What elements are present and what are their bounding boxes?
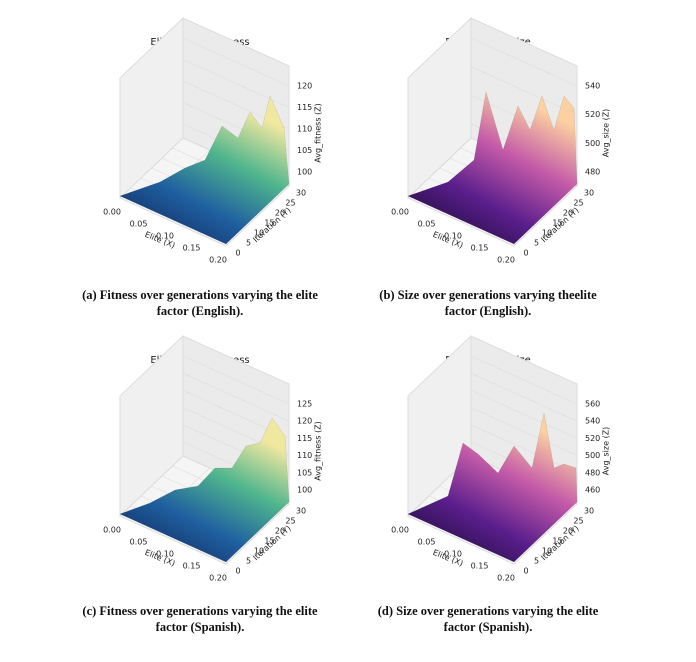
caption: (d) Size over generations varying the el… [377, 604, 599, 634]
grid-line [119, 197, 227, 247]
x-tick-label: 0.20 [209, 256, 227, 265]
x-tick-label: 0.15 [471, 562, 489, 571]
z-tick-label: 500 [585, 139, 600, 148]
grid-line [470, 355, 578, 405]
x-tick-label: 0.05 [130, 220, 148, 229]
y-tick-label: 10 [254, 229, 264, 238]
y-tick-label: 0 [523, 249, 528, 258]
caption: (b) Size over generations varying theeli… [379, 288, 597, 318]
z-tick-label: 460 [585, 486, 600, 495]
x-tick-label: 0.10 [444, 550, 462, 559]
y-tick-label: 25 [285, 517, 295, 526]
y-tick-label: 15 [264, 537, 274, 546]
y-tick-label: 20 [275, 527, 285, 536]
y-tick-label: 15 [264, 219, 274, 228]
x-tick-label: 0.20 [497, 574, 515, 583]
y-tick-label: 5 [534, 239, 539, 248]
y-tick-label: 25 [285, 199, 295, 208]
grid-line [470, 407, 578, 456]
x-tick-label: 0.10 [156, 550, 174, 559]
y-tick-label: 20 [275, 209, 285, 218]
x-tick-label: 0.05 [418, 538, 436, 547]
y-tick-label: 15 [552, 219, 562, 228]
grid-line [470, 372, 578, 422]
z-tick-label: 100 [297, 486, 312, 495]
grid-line [407, 515, 515, 565]
y-tick-label: 30 [584, 507, 594, 516]
y-tick-label: 15 [552, 537, 562, 546]
z-tick-label: 520 [585, 110, 600, 119]
z-tick-label: 120 [297, 417, 312, 426]
z-tick-label: 480 [585, 168, 600, 177]
grid-line [470, 37, 578, 87]
y-tick-label: 0 [235, 249, 240, 258]
y-tick-label: 0 [235, 567, 240, 576]
x-tick-label: 0.15 [183, 244, 201, 253]
grid-line [182, 372, 290, 422]
x-tick-label: 0.10 [444, 232, 462, 241]
surface [119, 417, 290, 563]
grid-line [470, 424, 578, 474]
y-tick-label: 25 [573, 517, 583, 526]
y-tick-label: 10 [254, 547, 264, 556]
surface [407, 91, 578, 245]
z-axis-label: Avg_size (Z) [602, 427, 611, 476]
x-tick-label: 0.20 [209, 574, 227, 583]
y-tick-label: 30 [296, 507, 306, 516]
z-tick-label: 115 [297, 434, 312, 443]
z-tick-label: 115 [297, 103, 312, 112]
grid-line [182, 355, 290, 405]
z-tick-label: 125 [297, 400, 312, 409]
surface [407, 412, 578, 563]
x-tick-label: 0.10 [156, 232, 174, 241]
z-tick-label: 110 [297, 125, 312, 134]
caption: (c) Fitness over generations varying the… [82, 604, 318, 634]
y-tick-label: 30 [584, 189, 594, 198]
caption: (a) Fitness over generations varying the… [82, 288, 318, 318]
x-tick-label: 0.15 [471, 244, 489, 253]
z-tick-label: 560 [585, 400, 600, 409]
y-tick-label: 25 [573, 199, 583, 208]
y-tick-label: 10 [542, 547, 552, 556]
x-tick-label: 0.05 [130, 538, 148, 547]
grid-line [407, 197, 515, 247]
x-tick-label: 0.00 [391, 208, 409, 217]
z-tick-label: 120 [297, 82, 312, 91]
y-tick-label: 5 [246, 239, 251, 248]
grid-line [182, 37, 290, 87]
y-tick-label: 20 [563, 209, 573, 218]
y-tick-label: 10 [542, 229, 552, 238]
y-tick-label: 5 [246, 557, 251, 566]
z-tick-label: 540 [585, 82, 600, 91]
x-tick-label: 0.15 [183, 562, 201, 571]
x-tick-label: 0.05 [418, 220, 436, 229]
z-axis-label: Avg_fitness (Z) [314, 421, 323, 481]
y-tick-label: 5 [534, 557, 539, 566]
y-tick-label: 30 [296, 189, 306, 198]
x-tick-label: 0.20 [497, 256, 515, 265]
z-tick-label: 540 [585, 417, 600, 426]
z-tick-label: 110 [297, 451, 312, 460]
grid-line [470, 390, 578, 439]
surface [119, 95, 290, 245]
z-tick-label: 500 [585, 451, 600, 460]
y-tick-label: 0 [523, 567, 528, 576]
z-axis-label: Avg_size (Z) [602, 109, 611, 158]
y-tick-label: 20 [563, 527, 573, 536]
z-tick-label: 105 [297, 146, 312, 155]
x-tick-label: 0.00 [103, 208, 121, 217]
z-tick-label: 105 [297, 468, 312, 477]
x-tick-label: 0.00 [391, 526, 409, 535]
grid-line [470, 66, 578, 115]
z-tick-label: 480 [585, 468, 600, 477]
z-axis-label: Avg_fitness (Z) [314, 103, 323, 163]
grid-line [119, 515, 227, 565]
z-tick-label: 520 [585, 434, 600, 443]
x-tick-label: 0.00 [103, 526, 121, 535]
z-tick-label: 100 [297, 168, 312, 177]
